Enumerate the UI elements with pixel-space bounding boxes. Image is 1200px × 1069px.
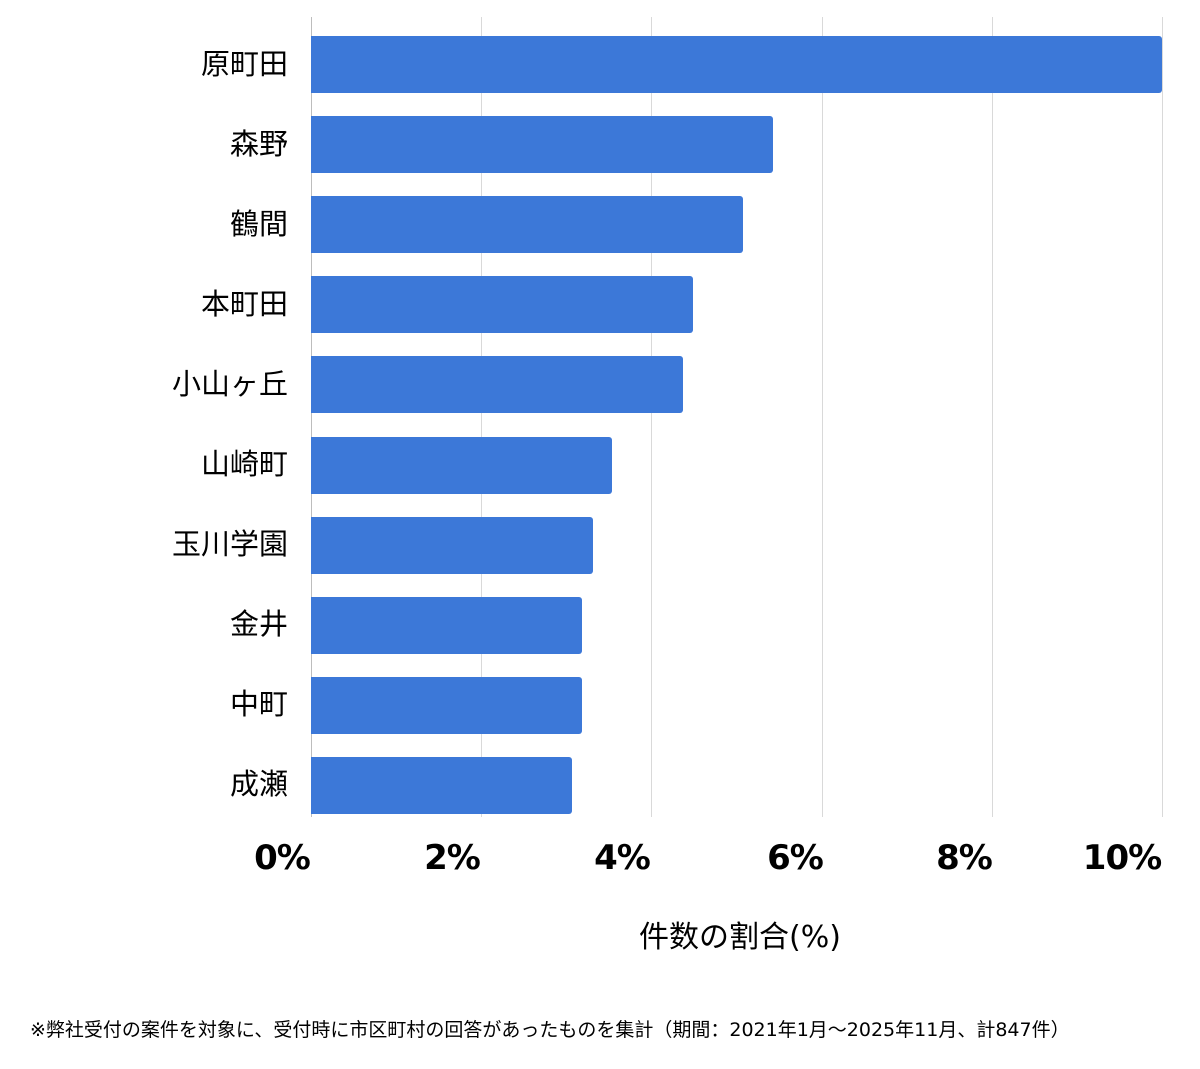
category-label: 中町 bbox=[229, 687, 288, 721]
x-axis-title: 件数の割合(%) bbox=[639, 920, 841, 955]
footnote: ※弊社受付の案件を対象に、受付時に市区町村の回答があったものを集計（期間：202… bbox=[30, 1019, 1070, 1041]
bar bbox=[311, 196, 744, 254]
bar bbox=[311, 596, 583, 654]
bar bbox=[311, 436, 613, 494]
category-label: 金井 bbox=[229, 607, 288, 641]
bar bbox=[311, 356, 683, 414]
gridline-0 bbox=[311, 17, 312, 817]
category-label: 森野 bbox=[229, 127, 288, 161]
gridline-4 bbox=[651, 17, 652, 817]
bar bbox=[311, 676, 583, 734]
category-label: 原町田 bbox=[200, 47, 288, 81]
bar bbox=[311, 516, 593, 574]
bar bbox=[311, 116, 774, 174]
gridline-10 bbox=[1162, 17, 1163, 817]
x-tick-label: 2% bbox=[424, 838, 481, 878]
gridline-6 bbox=[822, 17, 823, 817]
category-label: 玉川学園 bbox=[171, 527, 288, 561]
gridline-8 bbox=[992, 17, 993, 817]
bar bbox=[311, 276, 694, 334]
plot-area bbox=[311, 17, 1163, 817]
x-tick-label: 4% bbox=[594, 838, 651, 878]
x-tick-label: 10% bbox=[1082, 838, 1162, 878]
bar bbox=[311, 756, 573, 814]
x-tick-label: 8% bbox=[936, 838, 993, 878]
gridline-2 bbox=[481, 17, 482, 817]
category-label: 小山ヶ丘 bbox=[171, 367, 288, 401]
category-label: 本町田 bbox=[200, 287, 288, 321]
category-label: 山崎町 bbox=[200, 447, 288, 481]
bar bbox=[311, 36, 1162, 93]
bar-chart: 原町田 森野 鶴間 本町田 小山ヶ丘 山崎町 玉川学園 金井 中町 成瀬 0% … bbox=[171, 17, 1163, 955]
x-tick-label: 6% bbox=[767, 838, 824, 878]
category-label: 鶴間 bbox=[229, 207, 288, 241]
x-tick-label: 0% bbox=[254, 838, 311, 878]
category-label: 成瀬 bbox=[229, 767, 288, 801]
